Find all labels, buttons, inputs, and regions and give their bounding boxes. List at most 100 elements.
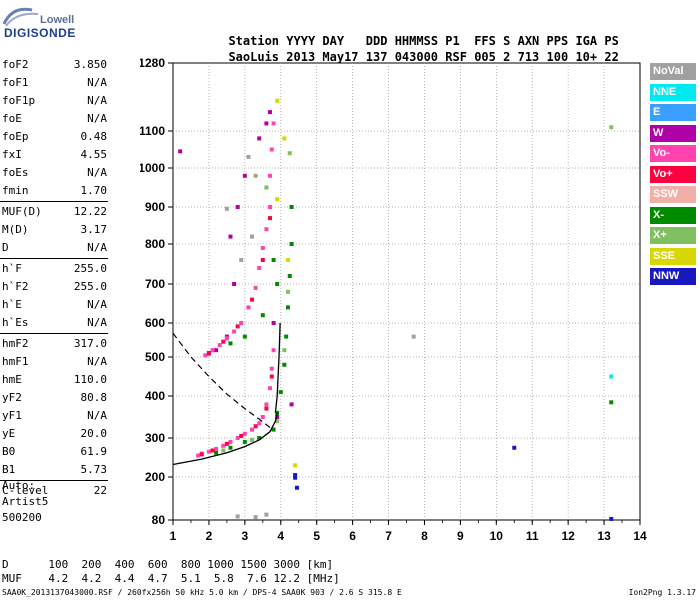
- data-point-nnw: [512, 445, 517, 450]
- logo-product: DIGISONDE: [4, 26, 76, 40]
- param-row: hmF2 317.0: [0, 335, 107, 353]
- y-tick-label: 300: [145, 431, 165, 445]
- data-point-sse: [275, 197, 280, 202]
- param-value: 5.73: [80, 463, 108, 476]
- x-tick-label: 6: [349, 529, 356, 543]
- data-point-x: [282, 348, 287, 353]
- data-point-w: [178, 149, 183, 154]
- data-point-x: [260, 313, 265, 318]
- param-row: foE N/A: [0, 110, 107, 128]
- legend-entry: Vo-: [650, 145, 696, 162]
- param-row: h`Es N/A: [0, 314, 107, 332]
- param-label: foF1: [2, 76, 29, 89]
- y-tick-label: 600: [145, 316, 165, 330]
- extrapolated-profile-curve: [172, 332, 271, 428]
- param-label: yE: [2, 427, 16, 440]
- data-point-w: [232, 282, 237, 286]
- data-point-w: [235, 205, 240, 209]
- x-tick-label: 8: [421, 529, 428, 543]
- data-point-w: [257, 136, 262, 141]
- param-value: 110.0: [73, 373, 107, 386]
- y-tick-label: 400: [145, 389, 165, 403]
- param-row: fxI 4.55: [0, 146, 107, 164]
- data-point-vo: [267, 216, 272, 221]
- param-value: N/A: [87, 355, 107, 368]
- param-row: MUF(D) 12.22: [0, 203, 107, 221]
- data-point-x: [285, 289, 290, 294]
- data-point-x: [284, 334, 289, 339]
- param-row: h`F 255.0: [0, 260, 107, 278]
- file-info-footer: SAA0K_2013137043000.RSF / 260fx256h 50 k…: [2, 588, 402, 597]
- x-tick-label: 14: [633, 529, 647, 543]
- data-point-vo: [271, 348, 276, 353]
- data-point-x: [287, 151, 292, 156]
- data-point-vo: [196, 453, 201, 458]
- param-row: B1 5.73: [0, 461, 107, 479]
- param-label: h`Es: [2, 316, 29, 329]
- hdr-label-ps: PS: [604, 34, 619, 48]
- x-tick-label: 3: [242, 529, 249, 543]
- data-point-vo: [239, 321, 244, 325]
- hdr-val-axn: 713: [517, 50, 540, 64]
- param-row: foF1p N/A: [0, 92, 107, 110]
- data-point-x: [609, 400, 614, 405]
- data-point-w: [275, 415, 280, 419]
- legend-entry: SSW: [650, 186, 696, 203]
- data-point-x: [282, 362, 287, 367]
- profile-curve: [172, 412, 278, 466]
- data-point-sse: [285, 258, 290, 262]
- y-tick-label: 1280: [140, 56, 165, 70]
- param-value: 80.8: [80, 391, 108, 404]
- data-point-nnw: [293, 475, 298, 480]
- param-value: N/A: [87, 76, 107, 89]
- param-value: 255.0: [73, 280, 107, 293]
- data-point-vo: [242, 431, 247, 436]
- y-tick-label: 800: [145, 237, 165, 251]
- data-point-nnw: [293, 473, 298, 478]
- param-label: D: [2, 241, 9, 254]
- y-tick-label: 200: [145, 470, 165, 484]
- param-row: D N/A: [0, 239, 107, 257]
- param-row: hmF1 N/A: [0, 353, 107, 371]
- legend-entry: X+: [650, 227, 696, 244]
- data-point-sse: [275, 98, 280, 103]
- hdr-val-ddd: 137: [365, 50, 388, 64]
- x-tick-label: 2: [206, 529, 213, 543]
- hdr-val-iga: 10+: [575, 50, 598, 64]
- muf-frequency-row: MUF 4.2 4.2 4.4 4.7 5.1 5.8 7.6 12.2 [MH…: [2, 572, 340, 585]
- data-point-x: [221, 448, 226, 453]
- data-point-x: [275, 419, 280, 424]
- param-separator: [0, 201, 108, 202]
- data-point-vo: [199, 452, 204, 457]
- param-row: fmin 1.70: [0, 182, 107, 200]
- param-row: hmE 110.0: [0, 371, 107, 389]
- hdr-val-ps: 22: [604, 50, 619, 64]
- hdr-label-station: Station: [228, 34, 280, 48]
- hdr-label-ddd: DDD: [365, 34, 388, 48]
- muf-d-label: D: [2, 558, 9, 571]
- param-label: foF1p: [2, 94, 36, 107]
- param-row: yE 20.0: [0, 425, 107, 443]
- data-point-vo: [260, 258, 265, 262]
- data-point-w: [267, 110, 272, 115]
- data-point-noval: [411, 334, 416, 339]
- data-point-x: [228, 445, 233, 450]
- data-point-noval: [253, 515, 258, 520]
- auto-label: Auto:: [2, 479, 36, 492]
- data-point-nne: [609, 374, 614, 379]
- param-label: foEp: [2, 130, 29, 143]
- data-point-w: [228, 234, 233, 239]
- y-tick-label: 80: [152, 513, 166, 527]
- data-point-x: [271, 427, 276, 432]
- data-point-noval: [250, 234, 255, 239]
- hdr-label-iga: IGA: [575, 34, 598, 48]
- data-point-x: [278, 390, 283, 395]
- muf-label: MUF: [2, 572, 22, 585]
- param-separator: [0, 258, 108, 259]
- data-point-vo: [235, 436, 240, 440]
- x-tick-label: 10: [490, 529, 504, 543]
- y-tick-label: 700: [145, 277, 165, 291]
- hdr-label-ffs: FFS: [474, 34, 496, 48]
- data-point-x: [250, 437, 255, 442]
- data-point-noval: [264, 512, 269, 517]
